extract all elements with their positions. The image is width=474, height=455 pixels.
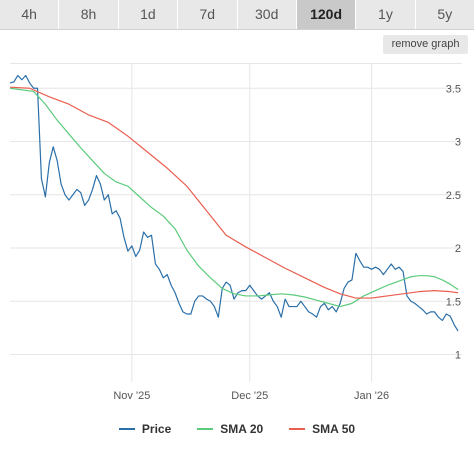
time-range-selector: 4h 8h 1d 7d 30d 120d 1y 5y [0, 0, 474, 30]
range-button-120d[interactable]: 120d [296, 0, 357, 29]
range-button-1y[interactable]: 1y [356, 0, 416, 29]
legend-swatch-sma-20 [197, 428, 214, 430]
legend-label-sma-20: SMA 20 [220, 422, 264, 436]
legend-item-sma-20[interactable]: SMA 20 [197, 422, 263, 436]
x-tick-label: Nov '25 [113, 390, 150, 402]
price-chart: 1 1.5 2 2.5 3 3.5 Nov '25 Dec '25 Jan '26 [9, 63, 462, 402]
legend-label-price: Price [141, 422, 172, 436]
range-button-30d[interactable]: 30d [238, 0, 297, 29]
y-tick-label: 3 [455, 137, 461, 149]
remove-graph-button[interactable]: remove graph [383, 35, 468, 54]
series-line-price [9, 74, 459, 332]
range-button-7d[interactable]: 7d [178, 0, 238, 29]
series-line-sma-20 [9, 87, 459, 308]
range-button-5y[interactable]: 5y [437, 6, 453, 22]
grid-lines [10, 63, 462, 382]
legend-swatch-sma-50 [289, 428, 306, 430]
y-tick-label: 2.5 [446, 190, 461, 202]
chart-legend: Price SMA 20 SMA 50 [0, 418, 474, 440]
x-tick-label: Jan '26 [354, 390, 389, 402]
legend-item-price[interactable]: Price [118, 422, 172, 436]
x-tick-label: Dec '25 [231, 390, 268, 402]
range-button-8h[interactable]: 8h [59, 0, 119, 29]
legend-item-sma-50[interactable]: SMA 50 [289, 422, 355, 436]
y-tick-label: 3.5 [446, 83, 461, 95]
series-lines [9, 74, 459, 332]
y-tick-label: 2 [455, 243, 461, 255]
range-button-4h[interactable]: 4h [0, 0, 60, 29]
series-line-sma-50 [9, 86, 459, 299]
range-button-1d[interactable]: 1d [119, 0, 179, 29]
y-tick-label: 1 [455, 350, 461, 362]
legend-label-sma-50: SMA 50 [312, 422, 356, 436]
axis-labels: 1 1.5 2 2.5 3 3.5 Nov '25 Dec '25 Jan '26 [113, 83, 461, 402]
y-tick-label: 1.5 [446, 296, 461, 308]
legend-swatch-price [118, 428, 135, 430]
